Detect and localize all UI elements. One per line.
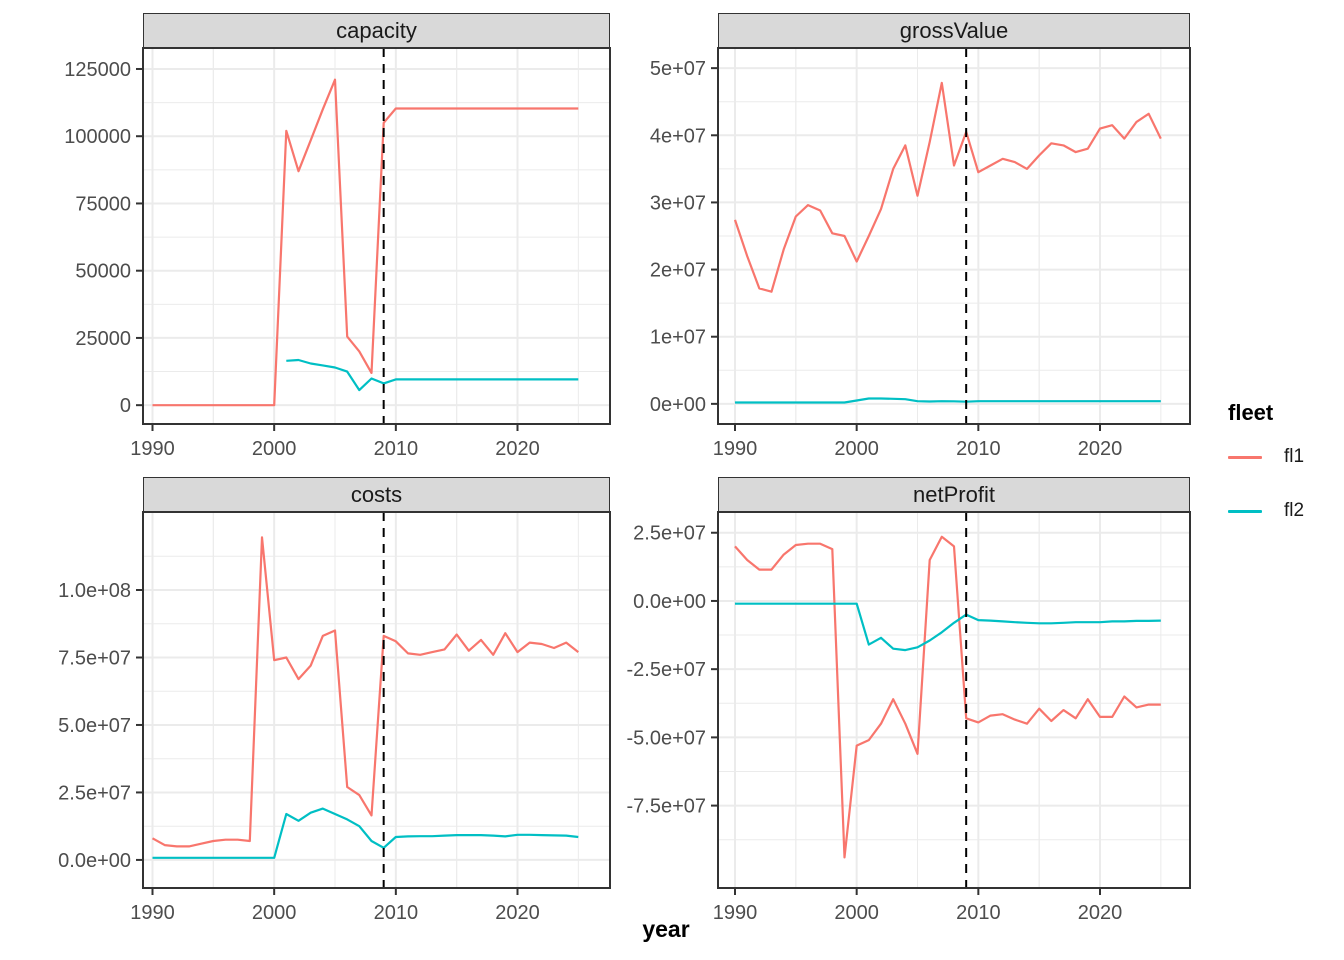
panel-netProfit: -7.5e+07 -5.0e+07 -2.5e+07 0.0e+00 2.5e+07 19…: [626, 511, 1191, 924]
legend-title: fleet: [1228, 400, 1274, 425]
facet-strip-capacity: capacity: [143, 13, 610, 48]
series-line-fl2: [735, 397, 1161, 404]
facet-strip-grossValue: grossValue: [718, 13, 1190, 48]
y-tick-label: 2.5e+07: [633, 523, 706, 545]
x-tick-label: 2010: [374, 902, 419, 924]
facet-title: capacity: [336, 17, 417, 43]
legend-entry-fl2: fl2: [1228, 500, 1304, 522]
y-tick-label: 125000: [64, 59, 131, 81]
panel-border: [717, 511, 1191, 889]
y-tick-label: 4e+07: [650, 125, 706, 147]
panel-border: [142, 511, 611, 889]
y-tick-label: 0.0e+00: [58, 850, 131, 872]
panel-grossValue: 0e+00 1e+07 2e+07 3e+07 4e+07 5e+07 1990 2000 20…: [650, 47, 1191, 460]
y-tick-label: 0.0e+00: [633, 591, 706, 613]
legend-entry-fl1: fl1: [1228, 446, 1304, 468]
series-line-fl2: [152, 807, 579, 859]
panel-costs: 0.0e+00 2.5e+07 5.0e+07 7.5e+07 1.0e+08 1990 2…: [58, 511, 611, 924]
panel-background: [143, 512, 610, 888]
y-tick-label: 0e+00: [650, 394, 706, 416]
x-tick-label: 1990: [130, 438, 175, 460]
series-line-fl1: [733, 81, 1162, 293]
x-tick-label: 2010: [956, 438, 1001, 460]
y-tick-label: 5e+07: [650, 58, 706, 80]
series-line-fl1: [151, 536, 579, 848]
y-tick-label: 75000: [75, 193, 131, 215]
facet-title: costs: [350, 481, 403, 507]
series-line-fl2: [286, 358, 579, 392]
x-tick-label: 2000: [252, 438, 297, 460]
series-line-fl2: [735, 602, 1161, 652]
legend: fleet fl1 fl2: [1228, 400, 1304, 554]
y-tick-label: 25000: [75, 328, 131, 350]
x-tick-label: 1990: [713, 902, 758, 924]
y-tick-label: 0: [120, 395, 131, 417]
x-tick-label: 2020: [495, 438, 540, 460]
y-tick-label: 1e+07: [650, 327, 706, 349]
facet-strip-netProfit: netProfit: [718, 477, 1190, 512]
panel-border: [717, 47, 1191, 425]
x-tick-label: 2020: [1078, 438, 1123, 460]
fl2-line-swatch-icon: [1228, 509, 1262, 513]
y-tick-label: 2e+07: [650, 260, 706, 282]
legend-label: fl1: [1284, 446, 1305, 467]
x-tick-label: 2000: [834, 902, 879, 924]
panel-border: [142, 47, 611, 425]
fl1-line-swatch-icon: [1228, 455, 1262, 459]
series-line-fl1: [734, 535, 1161, 859]
facet-strip-costs: costs: [143, 477, 610, 512]
y-tick-label: -5.0e+07: [626, 727, 706, 749]
x-tick-label: 2000: [252, 902, 297, 924]
y-tick-label: 7.5e+07: [58, 647, 131, 669]
panel-background: [718, 512, 1190, 888]
series-line-fl1: [152, 78, 579, 407]
x-tick-label: 2000: [834, 438, 879, 460]
y-tick-label: 5.0e+07: [58, 715, 131, 737]
x-tick-label: 2010: [374, 438, 419, 460]
x-tick-label: 2020: [495, 902, 540, 924]
y-tick-label: 100000: [64, 126, 131, 148]
y-tick-label: 1.0e+08: [58, 580, 131, 602]
x-tick-label: 2020: [1078, 902, 1123, 924]
facet-title: grossValue: [899, 17, 1009, 43]
legend-label: fl2: [1284, 500, 1305, 521]
y-tick-label: 3e+07: [650, 192, 706, 214]
panel-capacity: 0 25000 50000 75000 100000 125000 1990 2000 2010…: [64, 47, 611, 460]
y-tick-label: -2.5e+07: [626, 659, 706, 681]
x-axis-title: year: [642, 916, 690, 942]
x-tick-label: 2010: [956, 902, 1001, 924]
x-tick-label: 1990: [713, 438, 758, 460]
y-tick-label: 50000: [75, 261, 131, 283]
y-tick-label: -7.5e+07: [626, 796, 706, 818]
y-tick-label: 2.5e+07: [58, 782, 131, 804]
facet-title: netProfit: [913, 481, 995, 507]
x-tick-label: 1990: [130, 902, 175, 924]
panel-background: [143, 48, 610, 424]
